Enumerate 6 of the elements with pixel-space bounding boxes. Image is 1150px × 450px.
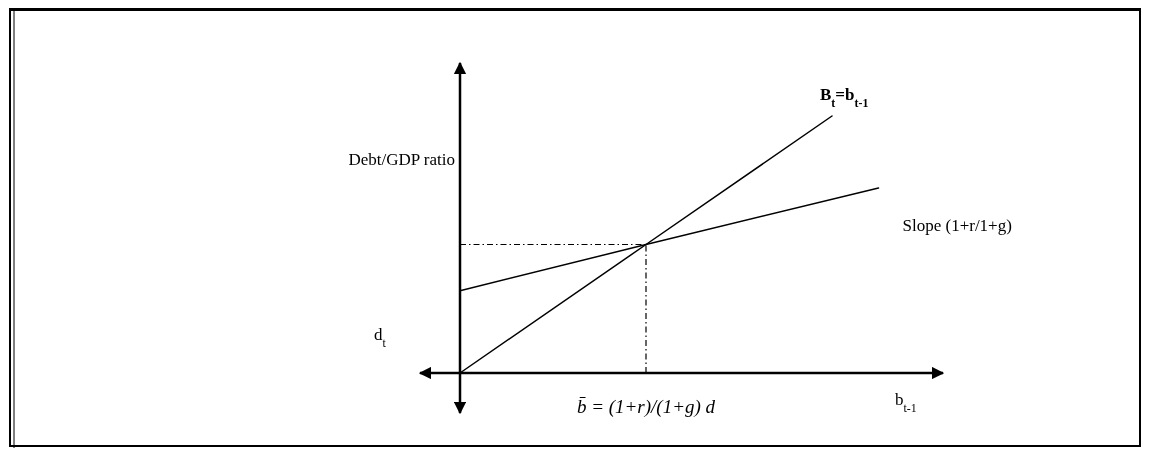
text: d$_{t}$: [374, 325, 387, 350]
annotation: Debt/GDP ratio: [348, 150, 455, 169]
x-axis-title: b$_{t-1}$: [895, 390, 917, 415]
text: Slope (1+r/1+g): [902, 215, 1012, 235]
series-label: B$_{t}$=b$_{t-1}$: [820, 85, 869, 110]
text: b̄ = (1+r)/(1+g) d: [576, 396, 716, 418]
